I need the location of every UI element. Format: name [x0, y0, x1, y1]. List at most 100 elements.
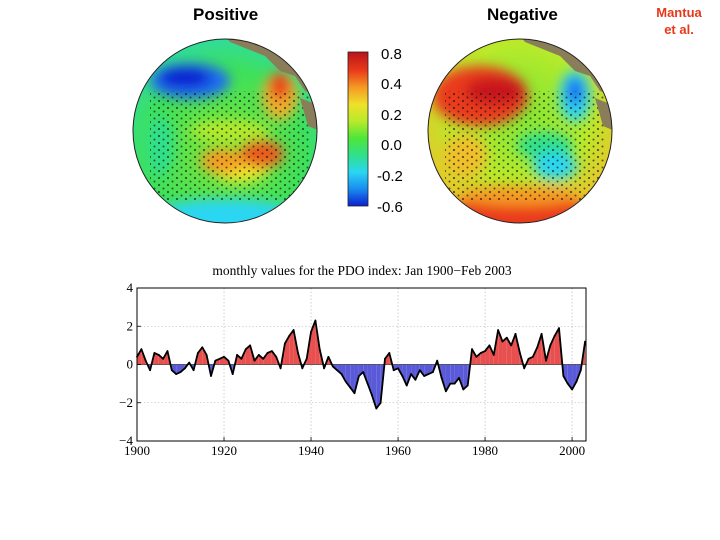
pdo-data-point [553, 334, 556, 337]
x-tick-label: 1900 [124, 443, 150, 458]
pdo-data-point [284, 342, 286, 345]
area-segment [289, 330, 294, 365]
chart-title: monthly values for the PDO index: Jan 19… [212, 263, 512, 278]
pdo-data-point [453, 382, 456, 385]
pdo-data-point [318, 348, 321, 351]
pdo-data-point [462, 388, 465, 391]
pdo-data-point [244, 348, 247, 351]
x-tick-label: 1940 [298, 443, 324, 458]
x-tick-label: 1960 [385, 443, 411, 458]
pdo-data-point [175, 373, 178, 375]
x-tick-label: 2000 [559, 443, 585, 458]
pdo-data-point [201, 346, 204, 349]
colorbar-gradient [347, 51, 369, 207]
pdo-data-point [183, 367, 186, 370]
pdo-data-point [545, 359, 547, 362]
pdo-data-point [323, 367, 325, 370]
pdo-data-point [197, 352, 199, 354]
area-segment [463, 364, 468, 390]
pdo-data-point [144, 359, 147, 362]
series-lines [136, 319, 587, 410]
pdo-data-point [218, 357, 221, 360]
area-segment [402, 364, 407, 386]
area-segment [171, 364, 177, 375]
pdo-data-point [410, 373, 412, 375]
pdo-data-point [223, 355, 225, 358]
pdo-data-point [262, 357, 265, 360]
pdo-data-point [362, 371, 365, 374]
pdo-data-point [366, 382, 369, 385]
area-segment [424, 364, 429, 376]
area-segment [458, 364, 464, 390]
y-tick-label: 4 [127, 280, 134, 295]
pdo-data-point [523, 367, 526, 370]
pdo-data-point [231, 373, 234, 375]
pdo-data-point [436, 359, 439, 362]
pdo-data-point [292, 329, 295, 331]
pdo-data-point [349, 386, 352, 389]
area-segment [511, 333, 516, 365]
area-segment [167, 351, 171, 365]
pdo-data-point [397, 367, 399, 370]
pdo-data-point [149, 369, 151, 372]
y-tick-label: −2 [119, 395, 133, 410]
pdo-data-point [466, 384, 469, 387]
pdo-data-point [401, 375, 404, 377]
credit-line-2: et al. [664, 22, 694, 37]
pdo-data-point [314, 319, 317, 322]
pdo-data-point [257, 354, 260, 356]
pdo-data-point [510, 344, 513, 347]
colorbar-tick-label: 0.8 [381, 48, 402, 63]
pdo-data-point [514, 333, 517, 335]
pdo-data-point [532, 355, 534, 358]
area-segment [341, 364, 346, 382]
pdo-data-point [484, 350, 486, 353]
area-segment [498, 330, 503, 365]
pdo-data-point [270, 350, 273, 353]
pdo-data-point [540, 333, 543, 335]
pdo-data-point [562, 375, 565, 377]
pdo-data-point [179, 371, 182, 374]
area-segment [441, 364, 446, 392]
pdo-data-point [327, 355, 330, 358]
pdo-data-point [384, 357, 386, 360]
pdo-data-point [575, 380, 578, 383]
negative-map-title: Negative [487, 5, 558, 24]
pdo-data-point [336, 369, 339, 372]
pdo-data-point [488, 344, 491, 347]
pdo-data-point [279, 367, 282, 370]
area-fills [137, 320, 586, 409]
credit-line-1: Mantua [656, 5, 702, 20]
pdo-data-point [166, 350, 169, 353]
area-segment [550, 335, 555, 365]
area-segment [350, 364, 355, 394]
pdo-data-point [392, 369, 395, 372]
colorbar: 0.8 0.4 0.2 0.0 -0.2 -0.6 [347, 48, 403, 216]
y-tick-label: 0 [127, 357, 134, 372]
pdo-data-point [344, 380, 347, 383]
pdo-data-point [414, 378, 417, 381]
pdo-data-point [301, 367, 304, 370]
area-segment [502, 337, 507, 365]
pdo-data-point [253, 359, 256, 362]
area-segment [237, 354, 242, 365]
pdo-data-point [170, 369, 173, 372]
area-segment [245, 345, 251, 365]
colorbar-tick-label: -0.2 [377, 168, 403, 185]
x-tick-label: 1920 [211, 443, 237, 458]
pdo-data-point [445, 390, 447, 393]
positive-phase-globe [132, 38, 318, 224]
pdo-data-point [566, 382, 569, 385]
area-segment [563, 364, 568, 384]
pdo-data-point [475, 355, 478, 358]
area-segment [258, 354, 264, 365]
pdo-data-point [236, 354, 238, 356]
pdo-data-point [371, 394, 373, 396]
colorbar-tick-label: -0.6 [377, 199, 403, 216]
pdo-data-point [227, 359, 230, 362]
area-segment [337, 364, 342, 375]
pdo-data-point [210, 375, 212, 377]
pdo-data-point [214, 359, 217, 362]
credit-label: Mantua et al. [648, 4, 710, 38]
positive-map-title: Positive [193, 5, 259, 24]
